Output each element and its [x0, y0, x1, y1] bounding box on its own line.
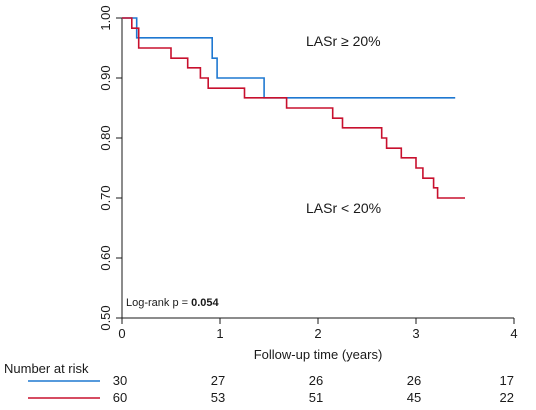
survival-curves — [122, 17, 465, 199]
axes: 0.50 0.60 0.70 0.80 0.90 1.00 0 1 2 3 4 Follow-up t… — [98, 5, 518, 362]
risk-count: 30 — [113, 373, 127, 388]
chart-annotations: LASr ≥ 20% LASr < 20% Log-rank p = 0.054 — [126, 33, 381, 309]
risk-count: 60 — [113, 390, 127, 405]
log-rank-value: 0.054 — [191, 297, 219, 309]
risk-count: 17 — [500, 373, 514, 388]
y-tick-label: 0.50 — [98, 305, 113, 330]
y-tick-label: 0.80 — [98, 125, 113, 150]
survival-curve-series-1 — [122, 17, 465, 199]
x-tick-label: 2 — [314, 326, 321, 341]
y-tick-label: 0.60 — [98, 245, 113, 270]
risk-count: 27 — [211, 373, 225, 388]
risk-count: 45 — [407, 390, 421, 405]
y-tick-label: 1.00 — [98, 5, 113, 30]
risk-count: 51 — [309, 390, 323, 405]
y-tick-label: 0.90 — [98, 65, 113, 90]
risk-count: 26 — [407, 373, 421, 388]
risk-table: Number at risk 30 27 26 26 17 60 53 51 45 22 — [4, 361, 514, 405]
x-tick-label: 1 — [216, 326, 223, 341]
x-tick-label: 4 — [510, 326, 517, 341]
risk-count: 22 — [500, 390, 514, 405]
risk-count: 26 — [309, 373, 323, 388]
x-tick-label: 3 — [412, 326, 419, 341]
x-axis-label: Follow-up time (years) — [254, 347, 383, 362]
y-tick-label: 0.70 — [98, 185, 113, 210]
log-rank-prefix: Log-rank p = — [126, 297, 191, 309]
group-label-high: LASr ≥ 20% — [306, 33, 381, 49]
risk-count: 53 — [211, 390, 225, 405]
risk-table-title: Number at risk — [4, 361, 89, 376]
group-label-low: LASr < 20% — [306, 200, 381, 216]
x-tick-label: 0 — [118, 326, 125, 341]
log-rank-annotation: Log-rank p = 0.054 — [126, 297, 220, 309]
